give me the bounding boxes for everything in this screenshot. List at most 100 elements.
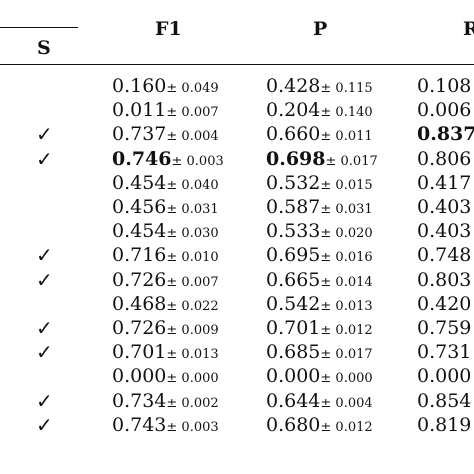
table-row: 0.456± 0.031 0.587± 0.031 0.403	[0, 195, 474, 219]
cell-p-value: 0.000	[266, 365, 321, 388]
cell-f1: 0.701± 0.013	[112, 340, 219, 367]
cell-p: 0.000± 0.000	[266, 364, 373, 391]
cell-p: 0.695± 0.016	[266, 243, 373, 270]
cell-f1-std: ± 0.049	[166, 81, 219, 96]
cell-p-std: ± 0.017	[325, 153, 378, 169]
table-row: 0.454± 0.030 0.533± 0.020 0.403	[0, 219, 474, 243]
checkmark-icon: ✓	[36, 340, 53, 365]
cell-p: 0.533± 0.020	[266, 219, 373, 246]
cell-p-value: 0.587	[266, 196, 321, 218]
cell-f1-value: 0.468	[112, 292, 167, 315]
cell-f1-std: ± 0.031	[166, 202, 219, 217]
cell-p: 0.644± 0.004	[266, 389, 373, 416]
cell-p-value: 0.204	[266, 99, 321, 122]
cell-r: 0.837	[417, 122, 474, 147]
cell-f1-std: ± 0.003	[171, 153, 224, 169]
cell-f1: 0.726± 0.007	[112, 268, 219, 295]
table-row: ✓ 0.701± 0.013 0.685± 0.017 0.731	[0, 340, 474, 364]
checkmark-icon: ✓	[36, 267, 53, 292]
cell-p-value: 0.532	[266, 171, 321, 194]
checkmark-icon: ✓	[36, 243, 53, 268]
cell-f1: 0.716± 0.010	[112, 243, 219, 270]
cell-f1-std: ± 0.022	[166, 298, 219, 314]
cell-f1-value: 0.743	[112, 413, 167, 436]
cell-f1: 0.011± 0.007	[112, 98, 219, 125]
cell-p-value: 0.665	[266, 268, 321, 291]
cell-p: 0.532± 0.015	[266, 171, 373, 198]
cell-f1-value: 0.000	[112, 365, 167, 388]
cell-f1-value: 0.726	[112, 268, 167, 291]
table-row: ✓ 0.716± 0.010 0.695± 0.016 0.748	[0, 243, 474, 267]
cell-p: 0.701± 0.012	[266, 316, 373, 343]
cell-p-value: 0.701	[266, 317, 321, 339]
cell-r: 0.854	[417, 389, 471, 414]
cell-p: 0.587± 0.031	[266, 195, 373, 222]
cell-f1-value: 0.716	[112, 244, 167, 267]
cell-r: 0.006	[417, 98, 471, 123]
cell-f1: 0.160± 0.049	[112, 74, 219, 101]
cell-f1: 0.454± 0.030	[112, 219, 219, 246]
cell-f1-value: 0.737	[112, 123, 167, 146]
cell-r: 0.403	[417, 195, 471, 220]
cell-f1-std: ± 0.040	[166, 177, 219, 193]
table-row: 0.454± 0.040 0.532± 0.015 0.417	[0, 171, 474, 195]
cell-p: 0.665± 0.014	[266, 268, 373, 295]
cell-r: 0.731	[417, 340, 471, 365]
cell-p-std: ± 0.014	[320, 274, 373, 290]
cell-r: 0.420	[417, 292, 471, 317]
cell-f1-std: ± 0.007	[166, 274, 219, 290]
checkmark-icon: ✓	[36, 146, 53, 171]
table-row: ✓ 0.734± 0.002 0.644± 0.004 0.854	[0, 389, 474, 413]
cell-p-std: ± 0.017	[320, 347, 373, 363]
cell-f1-std: ± 0.009	[166, 323, 219, 338]
cell-r: 0.108	[417, 74, 471, 99]
cell-f1: 0.737± 0.004	[112, 122, 219, 149]
table-row: 0.160± 0.049 0.428± 0.115 0.108	[0, 74, 474, 98]
cell-p-value: 0.660	[266, 123, 321, 146]
cell-p-value: 0.542	[266, 292, 321, 315]
column-header-p: P	[313, 18, 328, 40]
cell-f1-value: 0.726	[112, 317, 167, 339]
table-row: ✓ 0.746± 0.003 0.698± 0.017 0.806	[0, 147, 474, 171]
table-row: 0.011± 0.007 0.204± 0.140 0.006	[0, 98, 474, 122]
table-header-rule	[0, 64, 474, 65]
cell-f1: 0.468± 0.022	[112, 292, 219, 319]
cell-r-value: 0.819	[417, 413, 472, 436]
cell-p-value: 0.685	[266, 341, 321, 364]
cell-f1-value: 0.734	[112, 389, 167, 412]
cell-p-value: 0.680	[266, 413, 321, 436]
cell-p-std: ± 0.012	[320, 323, 373, 338]
cell-p-value: 0.428	[266, 75, 321, 97]
checkmark-icon: ✓	[36, 412, 53, 437]
cell-p: 0.204± 0.140	[266, 98, 373, 125]
table-row: ✓ 0.726± 0.007 0.665± 0.014 0.803	[0, 268, 474, 292]
cell-r-value: 0.403	[417, 196, 472, 218]
cell-f1: 0.743± 0.003	[112, 413, 219, 440]
cell-p-value: 0.698	[266, 147, 326, 170]
cell-f1-value: 0.701	[112, 341, 167, 364]
cell-r-value: 0.006	[417, 99, 472, 122]
cell-f1-std: ± 0.007	[166, 105, 219, 121]
cell-f1: 0.726± 0.009	[112, 316, 219, 343]
column-header-r: R	[463, 18, 474, 40]
checkmark-icon: ✓	[36, 122, 53, 147]
cell-p-std: ± 0.140	[320, 105, 373, 121]
cell-p: 0.685± 0.017	[266, 340, 373, 367]
cell-p-value: 0.644	[266, 389, 321, 412]
cell-p-std: ± 0.031	[320, 202, 373, 217]
cell-r: 0.403	[417, 219, 471, 244]
cell-p-std: ± 0.016	[320, 250, 373, 266]
cell-p-std: ± 0.011	[320, 129, 373, 145]
column-header-f1: F1	[155, 18, 182, 40]
cell-f1-std: ± 0.010	[166, 250, 219, 266]
cell-r-value: 0.000	[417, 365, 472, 388]
checkmark-icon: ✓	[36, 316, 53, 340]
cell-r: 0.417	[417, 171, 471, 196]
table-top-rule	[0, 27, 78, 28]
cell-r-value: 0.837	[417, 123, 474, 146]
cell-r-value: 0.108	[417, 75, 472, 97]
cell-p: 0.660± 0.011	[266, 122, 373, 149]
cell-f1-std: ± 0.004	[166, 129, 219, 145]
cell-p: 0.542± 0.013	[266, 292, 373, 319]
cell-r-value: 0.748	[417, 244, 472, 267]
